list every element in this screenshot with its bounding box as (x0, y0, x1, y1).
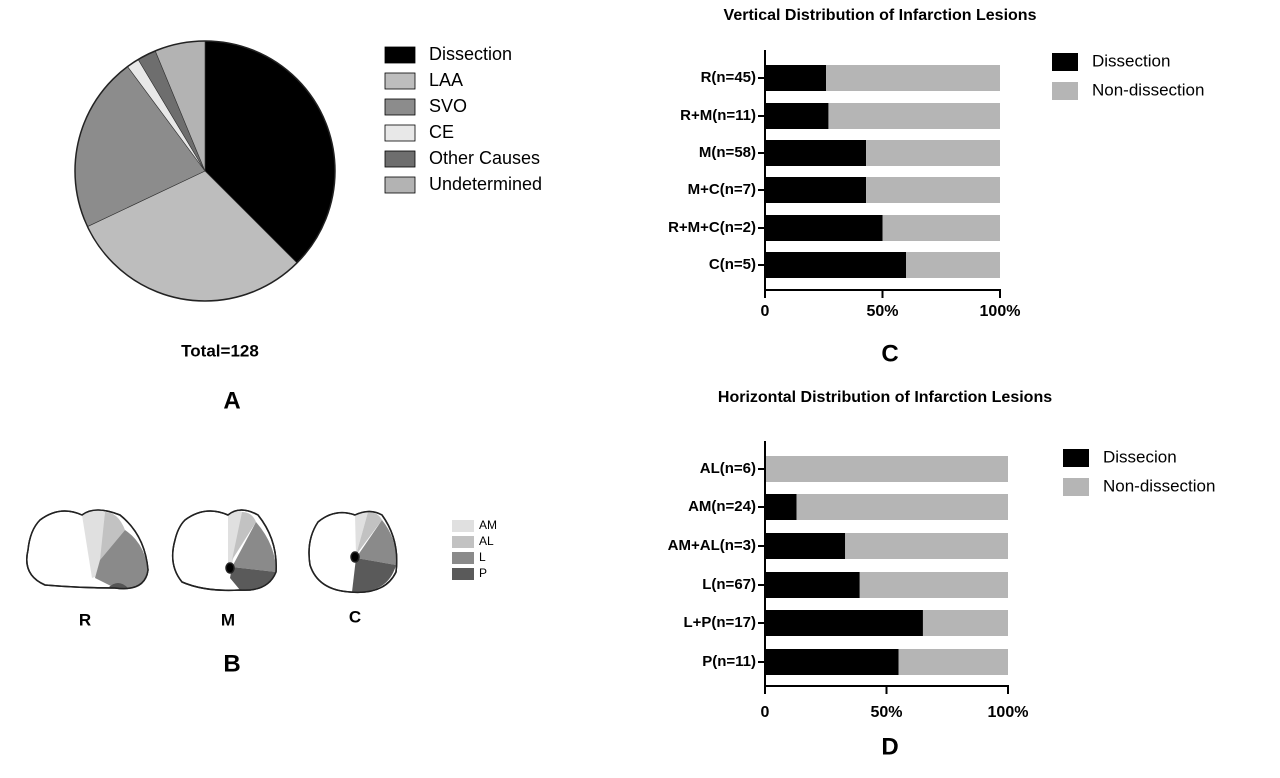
bar-segment (765, 103, 829, 129)
chart-title: Horizontal Distribution of Infarction Le… (718, 389, 1052, 406)
bar-segment (765, 65, 827, 91)
legend-label: AM (479, 518, 497, 532)
category-label: C(n=5) (709, 256, 756, 273)
bar-segment (765, 140, 867, 166)
legend-swatch (452, 568, 474, 580)
x-tick-label: 100% (980, 303, 1021, 320)
section-r (26, 509, 149, 590)
panel-label: C (881, 340, 898, 367)
category-label: R+M+C(n=2) (668, 219, 756, 236)
bar-segment (906, 252, 1000, 278)
category-label: R(n=45) (701, 69, 756, 86)
legend-label: Non-dissection (1092, 80, 1204, 99)
category-label: P(n=11) (702, 653, 756, 670)
legend-label: SVO (429, 96, 467, 116)
section-label: R (79, 610, 91, 629)
bar-segment (866, 177, 1000, 203)
category-label: AL(n=6) (700, 460, 756, 477)
category-label: AM(n=24) (688, 498, 756, 515)
legend-label: Other Causes (429, 148, 540, 168)
chart-title: Vertical Distribution of Infarction Lesi… (724, 7, 1037, 24)
bar-segment (828, 103, 1000, 129)
legend-swatch (384, 150, 416, 168)
x-tick-label: 100% (988, 704, 1029, 721)
legend-swatch (384, 98, 416, 116)
bar-segment (765, 572, 860, 598)
legend-swatch (384, 72, 416, 90)
legend-swatch (1063, 478, 1089, 496)
x-tick-label: 0 (761, 303, 770, 320)
x-tick-label: 0 (761, 704, 770, 721)
section-label: M (221, 610, 235, 629)
panel-label: D (881, 733, 898, 760)
bar-segment (922, 610, 1008, 636)
category-label: L(n=67) (702, 576, 756, 593)
legend-swatch (384, 124, 416, 142)
legend-label: Dissecion (1103, 447, 1177, 466)
bar-segment (845, 533, 1008, 559)
section-label: C (349, 607, 361, 626)
bar-segment (765, 456, 1008, 482)
bar-segment (765, 215, 883, 241)
legend-label: Dissection (429, 44, 512, 64)
legend-swatch (1052, 82, 1078, 100)
annotation: Total=128 (181, 341, 259, 360)
bar-segment (826, 65, 1000, 91)
category-label: AM+AL(n=3) (668, 537, 756, 554)
section-c (308, 510, 398, 594)
bar-segment (765, 610, 923, 636)
bar-segment (859, 572, 1008, 598)
bar-segment (796, 494, 1008, 520)
legend-label: Dissection (1092, 51, 1170, 70)
bar-segment (882, 215, 1000, 241)
bar-segment (866, 140, 1000, 166)
legend-swatch (384, 176, 416, 194)
x-tick-label: 50% (870, 704, 902, 721)
legend-swatch (384, 46, 416, 64)
panel-label: A (223, 387, 240, 414)
bar-segment (765, 494, 797, 520)
category-label: L+P(n=17) (683, 614, 756, 631)
category-label: M(n=58) (699, 144, 756, 161)
legend-swatch (1063, 449, 1089, 467)
bar-segment (765, 252, 906, 278)
legend-label: L (479, 550, 486, 564)
bar-segment (765, 177, 867, 203)
cerebellum-diagram (26, 509, 398, 594)
x-tick-label: 50% (866, 303, 898, 320)
legend-label: Non-dissection (1103, 476, 1215, 495)
legend-swatch (1052, 53, 1078, 71)
panel-label: B (223, 650, 240, 677)
category-label: M+C(n=7) (688, 181, 756, 198)
legend-label: P (479, 566, 487, 580)
bar-segment (765, 533, 846, 559)
legend-label: AL (479, 534, 494, 548)
legend-swatch (452, 552, 474, 564)
legend-swatch (452, 536, 474, 548)
bar-segment (898, 649, 1008, 675)
legend-label: LAA (429, 70, 463, 90)
legend-swatch (452, 520, 474, 532)
bar-segment (765, 649, 899, 675)
legend-label: Undetermined (429, 174, 542, 194)
section-m (171, 509, 277, 592)
legend-label: CE (429, 122, 454, 142)
category-label: R+M(n=11) (680, 107, 756, 124)
pie-outline (74, 40, 336, 302)
